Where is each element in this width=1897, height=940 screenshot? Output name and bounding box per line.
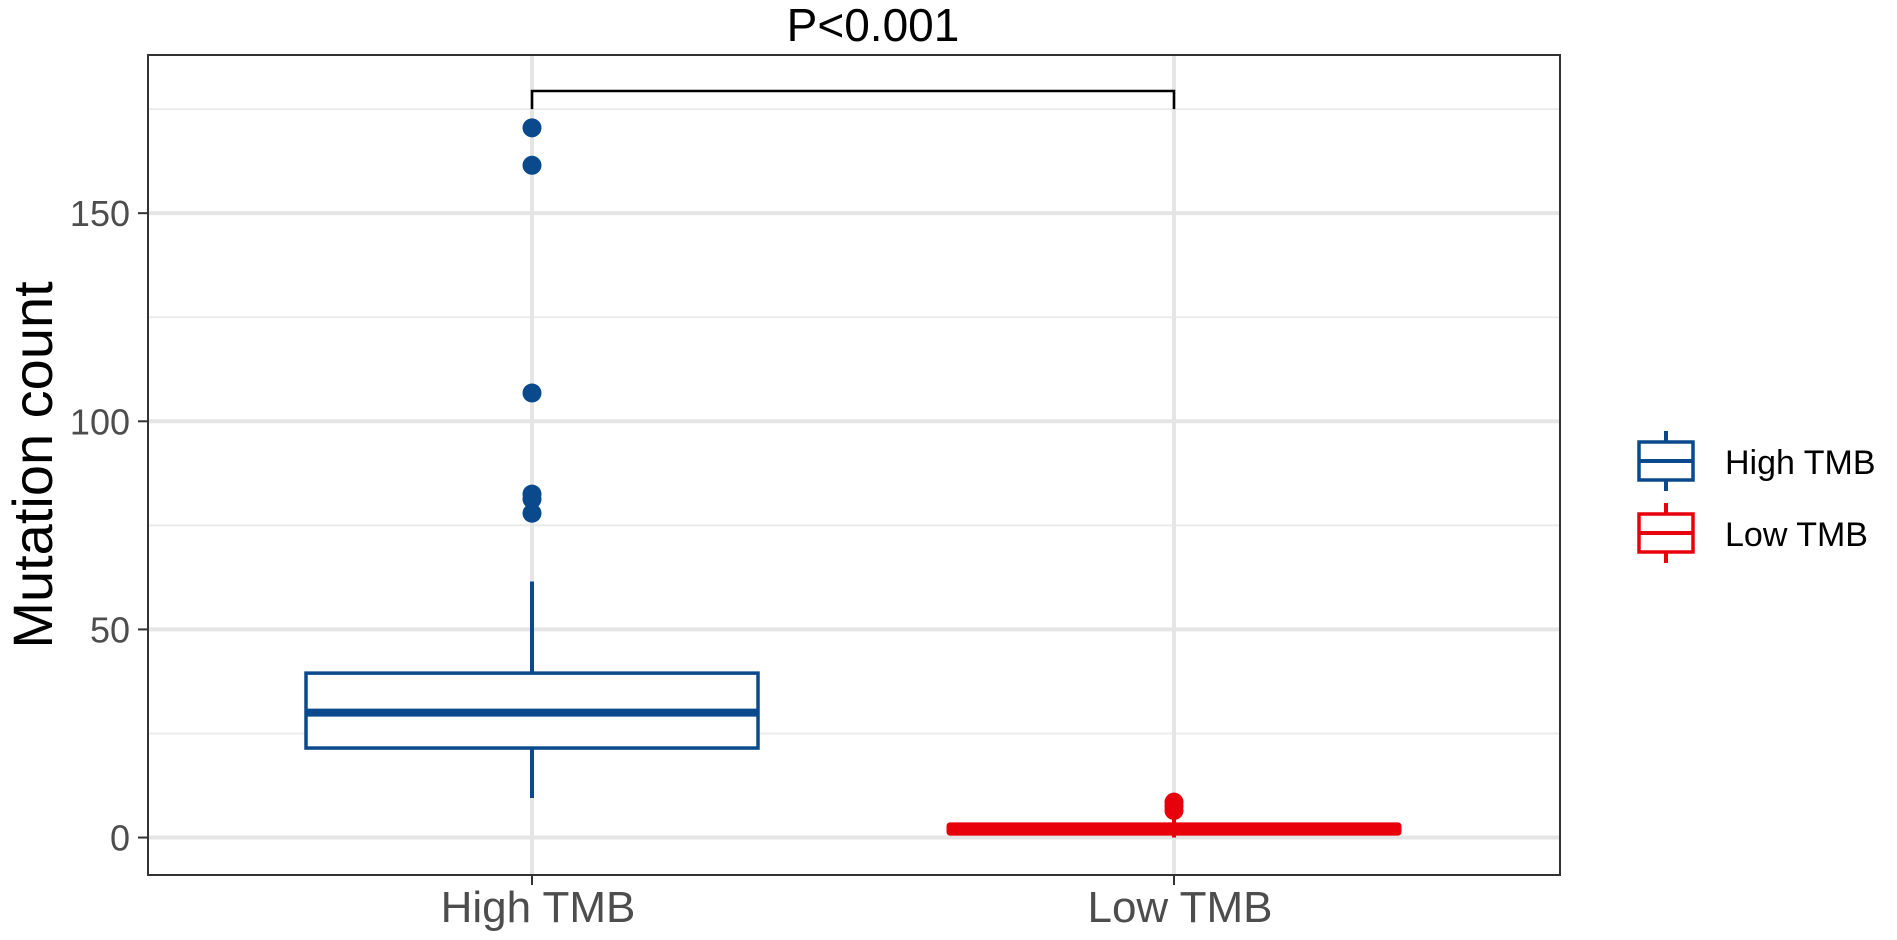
legend-item-high-tmb: High TMB (1637, 431, 1876, 491)
plot-panel-border (147, 54, 1561, 876)
box-high-tmb (304, 118, 760, 798)
y-tick-label: 50 (90, 609, 130, 650)
boxes (304, 118, 1402, 838)
outlier-point (522, 503, 542, 523)
box-low-tmb (946, 792, 1402, 838)
y-tick-label: 150 (70, 193, 130, 234)
legend-label: High TMB (1725, 444, 1876, 482)
outlier-point (522, 155, 542, 175)
outlier-point (522, 118, 542, 138)
bracket-line (530, 89, 1176, 110)
outlier-point (1164, 792, 1184, 812)
legend-label: Low TMB (1725, 516, 1868, 554)
axes: 0 50 100 150 High TMB Low TMB (70, 193, 1273, 932)
grid-lines (148, 55, 1560, 875)
legend-item-low-tmb: Low TMB (1637, 503, 1868, 563)
outlier-point (522, 489, 542, 509)
outlier-point (522, 383, 542, 403)
legend: High TMB Low TMB (1637, 431, 1876, 563)
significance-annotation: P<0.001 (787, 0, 960, 51)
x-tick-label: Low TMB (1087, 883, 1272, 932)
significance-bracket (530, 89, 1176, 110)
y-axis-title: Mutation count (1, 281, 64, 649)
y-tick-label: 100 (70, 401, 130, 442)
y-tick-label: 0 (110, 818, 130, 859)
x-tick-label: High TMB (441, 883, 636, 932)
